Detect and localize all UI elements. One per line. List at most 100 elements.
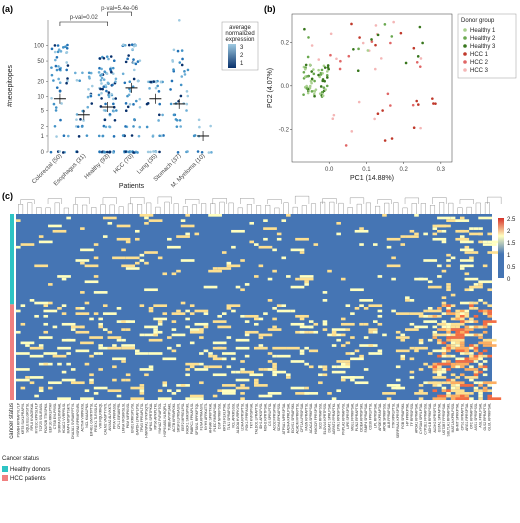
- heatmap-cell: [432, 325, 438, 329]
- heatmap-cell: [244, 320, 250, 323]
- data-point: [314, 88, 318, 91]
- heatmap-cell: [107, 221, 113, 225]
- heatmap-cell: [235, 378, 250, 382]
- heatmap-cell: [437, 322, 451, 326]
- heatmap-cell: [93, 352, 99, 355]
- data-point: [149, 150, 152, 154]
- heatmap-cell: [441, 320, 447, 323]
- heatmap-cell: [304, 346, 309, 350]
- colorscale-tick-label: 1: [507, 253, 511, 259]
- data-point: [306, 91, 310, 95]
- legend-swatch: [463, 68, 467, 72]
- heatmap-cell: [43, 352, 58, 355]
- data-point: [66, 79, 69, 83]
- data-point: [418, 25, 422, 29]
- heatmap-cell: [176, 344, 181, 347]
- heatmap-cell: [185, 214, 190, 217]
- legend-swatch: [463, 52, 467, 56]
- column-label: SQLE ELLGRSTSL: [25, 403, 29, 433]
- data-point: [108, 150, 112, 154]
- annotation-hcc: [10, 304, 14, 400]
- heatmap-cell: [43, 330, 49, 334]
- heatmap-cell: [89, 317, 94, 321]
- heatmap-cell: [98, 368, 103, 371]
- heatmap-cell: [189, 304, 195, 307]
- heatmap-cell: [254, 243, 259, 246]
- heatmap-cell: [446, 349, 451, 353]
- data-point: [73, 71, 77, 75]
- heatmap-cell: [446, 325, 451, 329]
- data-point: [412, 126, 416, 130]
- heatmap-cell: [469, 365, 474, 369]
- data-point: [419, 57, 423, 60]
- heatmap-cell: [450, 216, 456, 220]
- data-point: [158, 150, 161, 154]
- data-point: [107, 57, 110, 61]
- data-point: [179, 94, 183, 98]
- heatmap-cell: [48, 386, 53, 390]
- dendrogram-branch: [130, 197, 145, 204]
- heatmap-cell: [308, 330, 314, 334]
- column-label: APOE KPRAPTAL: [378, 403, 382, 431]
- heatmap-cell: [162, 384, 168, 387]
- data-point: [112, 102, 115, 106]
- heatmap-cell: [487, 389, 492, 393]
- data-point: [307, 36, 310, 39]
- data-point: [326, 64, 330, 67]
- heatmap-cell: [57, 397, 71, 400]
- heatmap-cell: [395, 330, 401, 334]
- data-point: [110, 92, 113, 96]
- heatmap-cell: [478, 352, 483, 355]
- heatmap-cell: [240, 288, 245, 292]
- heatmap-cell: [400, 354, 406, 358]
- heatmap-cell: [84, 264, 99, 268]
- heatmap-cell: [473, 370, 479, 374]
- heatmap-cell: [432, 389, 438, 393]
- heatmap-cell: [84, 280, 99, 284]
- heatmap-cell: [61, 304, 67, 307]
- column-label: TKT KVRSPNAL: [250, 403, 254, 428]
- data-point: [111, 72, 115, 75]
- column-label: HMGCR FPRSPTAL: [314, 403, 318, 434]
- heatmap-cell: [38, 389, 44, 393]
- column-label: SULT1A1 RPRAPSKL: [447, 403, 451, 437]
- data-point: [75, 150, 79, 154]
- heatmap-cell: [469, 352, 474, 355]
- heatmap-cell: [441, 240, 447, 244]
- heatmap-cell: [153, 328, 158, 331]
- data-point: [209, 124, 212, 128]
- data-point: [124, 60, 128, 64]
- heatmap-cell: [395, 312, 410, 315]
- dendrogram-branch: [45, 207, 51, 214]
- heatmap-cell: [16, 309, 21, 313]
- heatmap-cell: [263, 219, 268, 222]
- heatmap-cell: [226, 264, 241, 268]
- column-label: HADHA KPRLPSAL: [286, 403, 290, 433]
- dendrogram-branch: [329, 201, 335, 214]
- heatmap-cell: [414, 214, 419, 217]
- data-point: [180, 49, 184, 52]
- heatmap-cell: [299, 317, 305, 321]
- heatmap-cell: [157, 322, 163, 326]
- heatmap-cell: [487, 322, 492, 326]
- heatmap-cell: [125, 378, 131, 382]
- x-category-label: Lung (35): [136, 153, 158, 175]
- heatmap-cell: [441, 368, 447, 371]
- x-category-label: Healthy (93): [84, 153, 111, 180]
- heatmap-cell: [469, 397, 474, 400]
- panel-a-chart: (a) 0125102050100#neoepitopesColorectal …: [2, 4, 259, 190]
- heatmap-cell: [162, 312, 168, 315]
- column-label: ADH1B RPRKPSAL: [428, 403, 432, 433]
- data-point: [99, 87, 102, 91]
- data-point: [133, 118, 136, 121]
- heatmap-cell: [112, 378, 117, 382]
- y-tick-label: 100: [34, 43, 45, 49]
- data-point: [66, 43, 69, 47]
- data-point: [100, 91, 103, 95]
- data-point: [326, 76, 329, 79]
- data-point: [75, 78, 79, 82]
- heatmap-cell: [221, 251, 227, 254]
- heatmap-cell: [43, 362, 49, 366]
- heatmap-cell: [318, 373, 323, 377]
- heatmap-cell: [340, 317, 346, 321]
